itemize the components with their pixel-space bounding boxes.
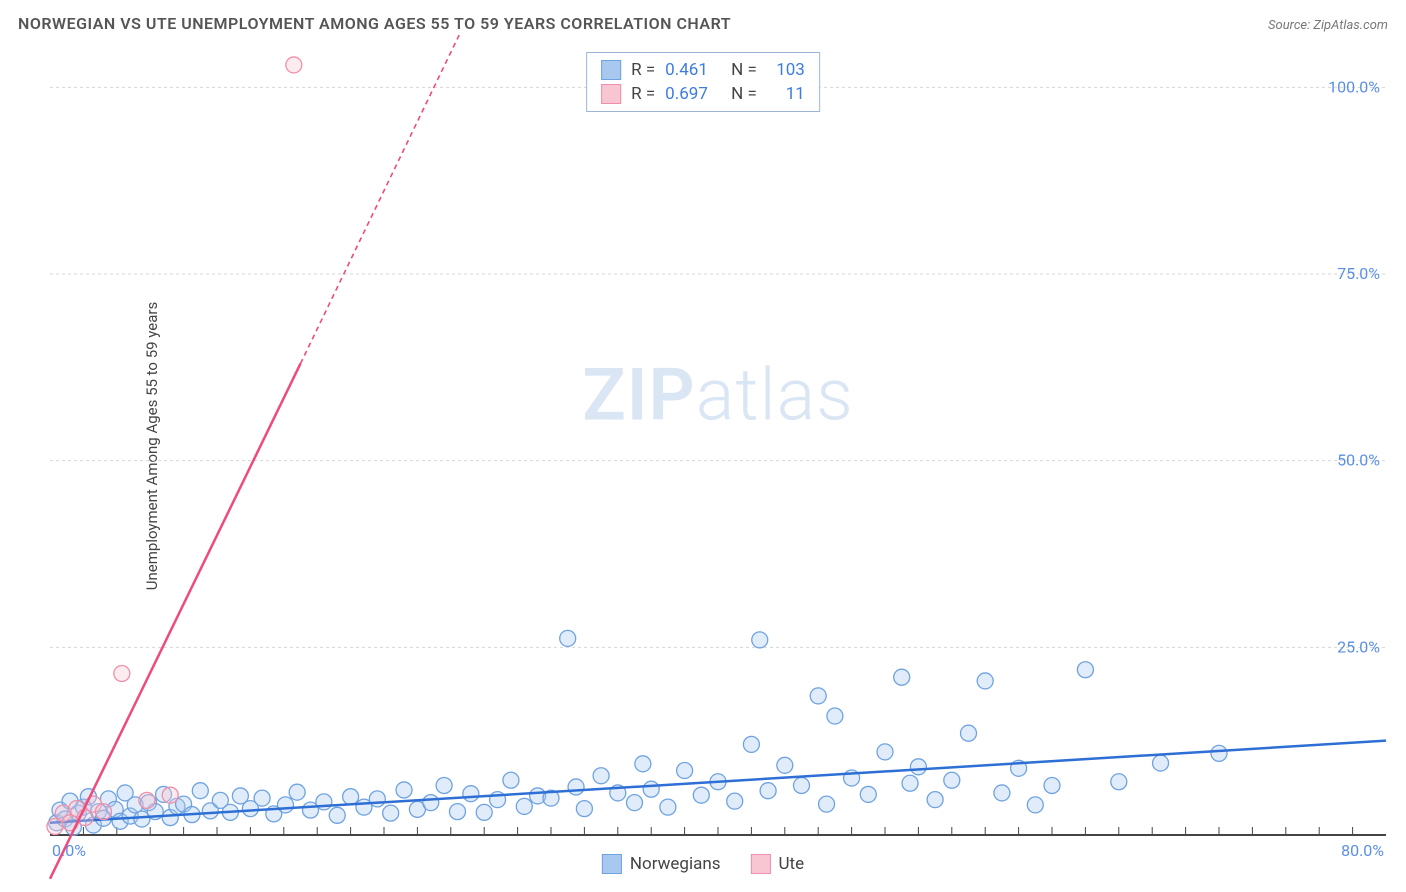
data-point [1111, 774, 1127, 790]
data-point [449, 804, 465, 820]
data-point [660, 799, 676, 815]
data-point [396, 782, 412, 798]
svg-text:75.0%: 75.0% [1337, 264, 1380, 283]
data-point [627, 795, 643, 811]
n-value-ute: 11 [767, 84, 805, 104]
data-point [961, 725, 977, 741]
svg-text:80.0%: 80.0% [1341, 841, 1384, 860]
data-point [810, 688, 826, 704]
chart-title: NORWEGIAN VS UTE UNEMPLOYMENT AMONG AGES… [18, 14, 731, 33]
stats-row-ute: R = 0.697 N = 11 [601, 82, 805, 106]
data-point [503, 772, 519, 788]
data-point [677, 763, 693, 779]
source-attribution: Source: ZipAtlas.com [1268, 18, 1388, 33]
data-point [192, 783, 208, 799]
legend-item-ute: Ute [751, 854, 805, 874]
svg-text:0.0%: 0.0% [52, 841, 86, 860]
data-point [95, 804, 111, 820]
data-point [777, 757, 793, 773]
swatch-pink [601, 84, 621, 104]
legend-swatch-blue [602, 854, 622, 874]
data-point [476, 804, 492, 820]
data-point [516, 798, 532, 814]
data-point [593, 768, 609, 784]
data-point [277, 797, 293, 813]
data-point [343, 789, 359, 805]
chart-svg: 25.0%50.0%75.0%100.0%0.0%80.0% [50, 50, 1386, 834]
legend-item-norwegians: Norwegians [602, 854, 721, 874]
svg-text:100.0%: 100.0% [1328, 77, 1380, 96]
data-point [635, 756, 651, 772]
data-point [568, 779, 584, 795]
data-point [944, 772, 960, 788]
data-point [994, 785, 1010, 801]
trend-line [50, 741, 1386, 823]
data-point [927, 792, 943, 808]
data-point [1211, 745, 1227, 761]
data-point [436, 777, 452, 793]
data-point [560, 630, 576, 646]
series-legend: Norwegians Ute [602, 854, 804, 874]
data-point [383, 805, 399, 821]
legend-swatch-pink [751, 854, 771, 874]
data-point [114, 665, 130, 681]
data-point [819, 796, 835, 812]
plot-area: ZIPatlas 25.0%50.0%75.0%100.0%0.0%80.0% [50, 50, 1386, 836]
r-value-norwegians: 0.461 [665, 60, 721, 80]
svg-text:50.0%: 50.0% [1337, 451, 1380, 470]
data-point [254, 790, 270, 806]
data-point [463, 786, 479, 802]
data-point [289, 784, 305, 800]
data-point [743, 736, 759, 752]
data-point [1077, 662, 1093, 678]
data-point [760, 783, 776, 799]
data-point [162, 787, 178, 803]
data-point [643, 781, 659, 797]
data-point [894, 669, 910, 685]
data-point [752, 632, 768, 648]
data-point [423, 795, 439, 811]
data-point [693, 787, 709, 803]
legend-label-ute: Ute [779, 854, 805, 874]
stats-row-norwegians: R = 0.461 N = 103 [601, 58, 805, 82]
svg-text:25.0%: 25.0% [1337, 637, 1380, 656]
data-point [1027, 797, 1043, 813]
data-point [286, 57, 302, 73]
r-value-ute: 0.697 [665, 84, 721, 104]
legend-label-norwegians: Norwegians [630, 854, 721, 874]
data-point [877, 744, 893, 760]
n-value-norwegians: 103 [767, 60, 805, 80]
data-point [794, 777, 810, 793]
data-point [1153, 755, 1169, 771]
data-point [910, 759, 926, 775]
data-point [329, 807, 345, 823]
trend-line-extrapolated [301, 35, 460, 364]
title-bar: NORWEGIAN VS UTE UNEMPLOYMENT AMONG AGES… [18, 14, 1388, 33]
data-point [827, 708, 843, 724]
data-point [727, 793, 743, 809]
data-point [860, 786, 876, 802]
stats-legend-box: R = 0.461 N = 103 R = 0.697 N = 11 [586, 52, 820, 112]
data-point [977, 673, 993, 689]
data-point [369, 791, 385, 807]
data-point [1044, 777, 1060, 793]
data-point [139, 792, 155, 808]
swatch-blue [601, 60, 621, 80]
data-point [902, 775, 918, 791]
data-point [576, 801, 592, 817]
